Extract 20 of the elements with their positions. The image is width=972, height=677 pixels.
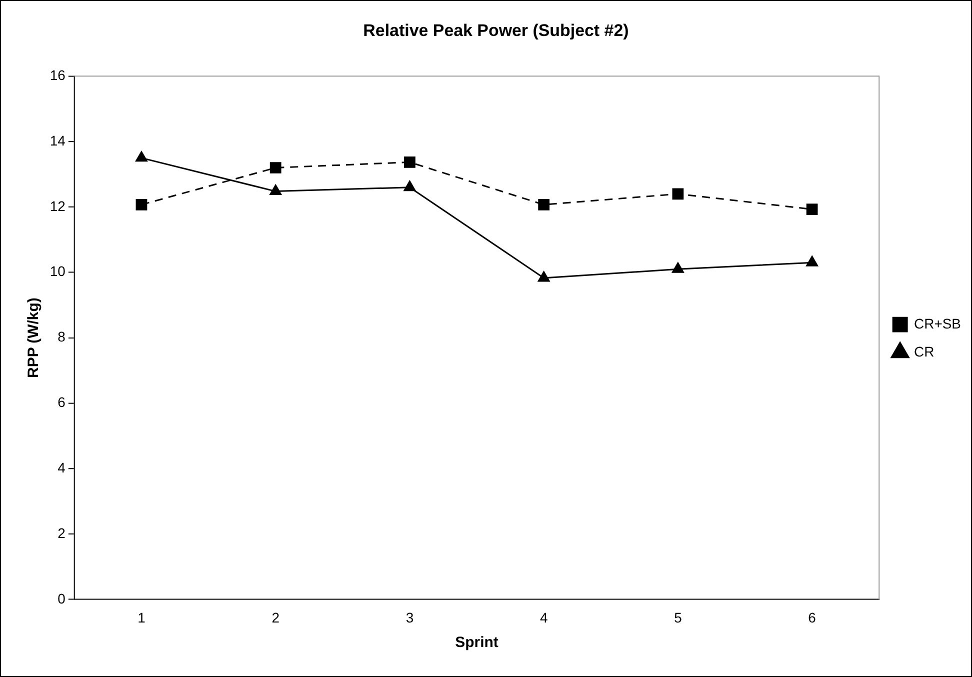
y-tick-label: 0 — [58, 590, 66, 606]
y-tick-label: 10 — [50, 263, 66, 280]
y-tick-label: 12 — [50, 198, 66, 214]
x-tick-label: 4 — [540, 610, 548, 626]
x-tick-label: 6 — [808, 610, 816, 626]
y-tick-label: 14 — [50, 132, 66, 148]
y-tick-label: 8 — [58, 328, 66, 345]
x-tick-label: 1 — [138, 610, 146, 626]
x-tick-label: 3 — [406, 610, 414, 626]
x-tick-label: 2 — [272, 610, 280, 626]
chart-title: Relative Peak Power (Subject #2) — [363, 20, 629, 40]
y-axis-title: RPP (W/kg) — [25, 298, 42, 378]
legend-label: CR+SB — [914, 315, 961, 332]
y-tick-label: 16 — [50, 67, 66, 84]
y-tick-label: 4 — [58, 459, 66, 476]
x-axis-title: Sprint — [455, 634, 498, 652]
x-tick-label: 5 — [674, 610, 682, 626]
y-tick-label: 2 — [58, 524, 66, 541]
y-tick-label: 6 — [58, 394, 66, 410]
legend-label: CR — [914, 343, 934, 360]
